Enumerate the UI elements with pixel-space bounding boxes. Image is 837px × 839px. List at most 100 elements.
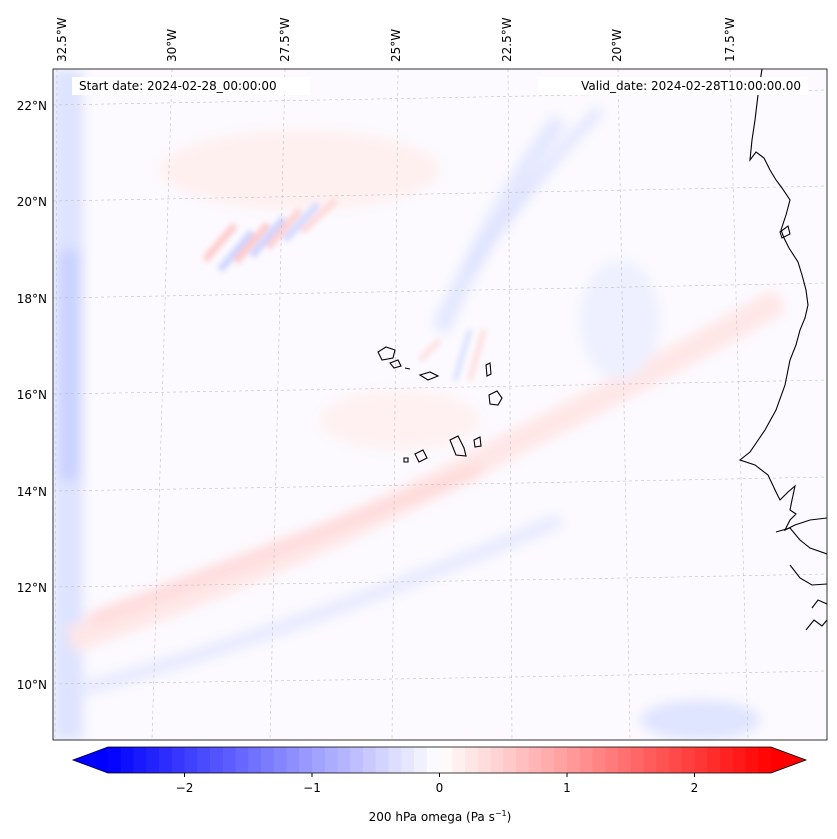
lat-label: 10°N [17,678,47,692]
colorbar-cell [643,747,657,773]
colorbar-cell [286,747,300,773]
valid-date-text: Valid_date: 2024-02-28T10:00:00.00 [581,79,801,93]
colorbar-tick-label: 1 [563,781,571,795]
west-africa-coastline [738,69,827,532]
colorbar-label: 200 hPa omega (Pa s−1) [369,809,512,824]
colorbar-cell [197,747,211,773]
lat-label: 16°N [17,388,47,402]
gridline-lat [53,670,827,685]
lon-label: 17.5°W [723,17,737,62]
gambia-coastline [775,527,827,555]
coastlines [738,69,827,631]
colorbar-cell [222,747,236,773]
colorbar-cell [503,747,517,773]
omega-smooth-shading [53,69,787,740]
lon-label: 20°W [610,29,624,62]
colorbar-cell [541,747,555,773]
longitude-labels: 32.5°W 30°W 27.5°W 25°W 22.5°W 20°W 17.5… [55,17,737,62]
gridline-lat [53,573,827,588]
colorbar-cell [605,747,619,773]
island-boa-vista [488,390,503,406]
colorbar-cell [694,747,708,773]
wave-crest [418,338,442,362]
colorbar-cell [477,747,491,773]
colorbar-cell [375,747,389,773]
colorbar-extend-max [771,747,806,773]
gridline-lon [507,69,513,740]
colorbar-cell [681,747,695,773]
coastal-island [779,225,791,239]
eastern-negative-area [580,260,660,380]
wave-crest [265,207,303,251]
island-santo-antao [377,346,396,361]
colorbar-cell [732,747,746,773]
valid-date-box [538,77,808,95]
island-santa-luzia [404,367,411,370]
colorbar-cell [669,747,683,773]
colorbar-cell [133,747,147,773]
lon-label: 27.5°W [278,17,292,62]
start-date-text: Start date: 2024-02-28_00:00:00 [79,79,277,93]
colorbar-cell [707,747,721,773]
gridline-lon [151,69,173,740]
colorbar-cell [618,747,632,773]
colorbar-cell [248,747,262,773]
wave-trough [249,215,287,259]
colorbar-cell [528,747,542,773]
gridline-lon [391,69,399,740]
colorbar-cell [656,747,670,773]
colorbar-ticks: −2 −1 0 1 2 [176,773,698,795]
gridline-lon [54,69,58,740]
gridline-lat [53,89,827,106]
gridline-lon [617,69,631,740]
lat-label: 14°N [17,485,47,499]
colorbar-cell [745,747,759,773]
colorbar-cell [108,747,122,773]
gridline-lat [53,185,827,202]
guinea-coastline [805,619,827,631]
gridlines [53,69,827,740]
cape-verde-islands [377,346,503,463]
colorbar-cell [120,747,134,773]
bijagos-coastline [811,599,827,609]
colorbar-cell [337,747,351,773]
colorbar-cell [363,747,377,773]
colorbar-label-exponent: −1 [495,809,507,818]
colorbar-cell [720,747,734,773]
gridline-lat [53,476,827,492]
lat-label: 12°N [17,581,47,595]
colorbar-extend-min [73,747,108,773]
colorbar-cell [388,747,402,773]
colorbar-cells [108,747,772,773]
wave-trough [452,329,473,381]
colorbar-cell [567,747,581,773]
colorbar-cell [171,747,185,773]
colorbar-cell [312,747,326,773]
colorbar-cell [324,747,338,773]
colorbar-cell [401,747,415,773]
colorbar: −2 −1 0 1 2 200 hPa omega (Pa s−1) [71,746,808,824]
northern-positive-area [160,130,440,210]
colorbar-cell [235,747,249,773]
wave-trough [217,229,255,273]
lon-label: 25°W [389,29,403,62]
colorbar-cell [592,747,606,773]
guinea-bissau-coastline [789,564,827,586]
colorbar-cell [159,747,173,773]
colorbar-cell [630,747,644,773]
colorbar-cell [439,747,453,773]
island-fogo [414,449,428,463]
colorbar-cell [516,747,530,773]
map-frame [52,68,828,741]
lat-label: 20°N [17,195,47,209]
colorbar-cell [579,747,593,773]
southwest-positive-streak [65,288,787,653]
colorbar-cell [758,747,772,773]
colorbar-cell [465,747,479,773]
wave-trough [282,201,321,243]
southwest-negative-streak [78,513,563,697]
colorbar-cell [490,747,504,773]
colorbar-outline [71,746,808,774]
omega-field [53,69,787,740]
island-brava [403,457,409,463]
